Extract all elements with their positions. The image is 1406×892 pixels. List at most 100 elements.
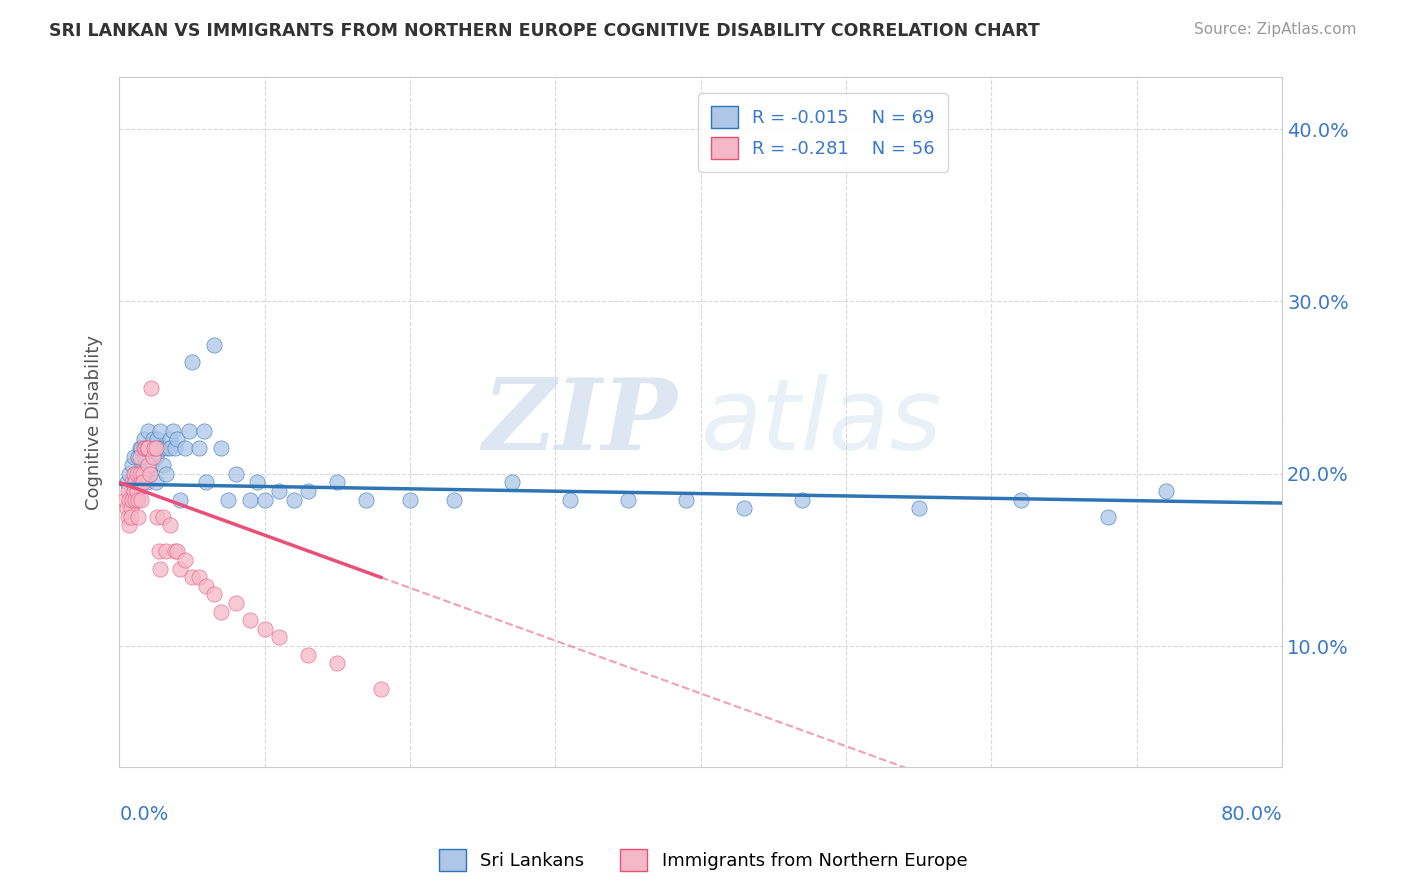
Point xyxy=(121,458,143,472)
Point xyxy=(501,475,523,490)
Point xyxy=(139,467,162,481)
Point xyxy=(399,492,422,507)
Point xyxy=(209,441,232,455)
Point xyxy=(149,424,172,438)
Point xyxy=(617,492,640,507)
Point xyxy=(166,544,188,558)
Point xyxy=(138,441,160,455)
Point xyxy=(120,483,142,498)
Point xyxy=(159,432,181,446)
Point xyxy=(134,467,156,481)
Point xyxy=(209,605,232,619)
Point xyxy=(675,492,697,507)
Point xyxy=(202,337,225,351)
Point xyxy=(131,475,153,490)
Point xyxy=(120,501,142,516)
Point xyxy=(146,432,169,446)
Point xyxy=(269,483,291,498)
Point xyxy=(132,432,155,446)
Point xyxy=(162,424,184,438)
Legend: R = -0.015    N = 69, R = -0.281    N = 56: R = -0.015 N = 69, R = -0.281 N = 56 xyxy=(699,94,948,172)
Point xyxy=(139,467,162,481)
Point xyxy=(120,509,142,524)
Point xyxy=(155,544,177,558)
Point xyxy=(156,441,179,455)
Point xyxy=(128,441,150,455)
Point xyxy=(122,475,145,490)
Point xyxy=(122,450,145,464)
Point xyxy=(127,475,149,490)
Point xyxy=(118,518,141,533)
Point xyxy=(181,355,204,369)
Point xyxy=(152,458,174,472)
Text: SRI LANKAN VS IMMIGRANTS FROM NORTHERN EUROPE COGNITIVE DISABILITY CORRELATION C: SRI LANKAN VS IMMIGRANTS FROM NORTHERN E… xyxy=(49,22,1040,40)
Point xyxy=(124,467,146,481)
Point xyxy=(134,450,156,464)
Point xyxy=(326,475,349,490)
Point xyxy=(127,450,149,464)
Point xyxy=(127,492,149,507)
Point xyxy=(177,424,200,438)
Point xyxy=(193,424,215,438)
Point xyxy=(907,501,929,516)
Point xyxy=(239,613,262,627)
Point xyxy=(129,441,152,455)
Point xyxy=(121,492,143,507)
Text: Source: ZipAtlas.com: Source: ZipAtlas.com xyxy=(1194,22,1357,37)
Point xyxy=(125,492,148,507)
Point xyxy=(129,492,152,507)
Point xyxy=(117,483,139,498)
Point xyxy=(225,467,247,481)
Point xyxy=(253,492,276,507)
Point xyxy=(124,492,146,507)
Point xyxy=(297,648,319,662)
Point xyxy=(163,441,186,455)
Y-axis label: Cognitive Disability: Cognitive Disability xyxy=(86,334,103,509)
Point xyxy=(792,492,814,507)
Point xyxy=(138,458,160,472)
Point xyxy=(163,544,186,558)
Point xyxy=(188,441,211,455)
Point xyxy=(326,657,349,671)
Point xyxy=(128,467,150,481)
Point xyxy=(239,492,262,507)
Point xyxy=(297,483,319,498)
Point xyxy=(141,381,163,395)
Point xyxy=(148,544,170,558)
Point xyxy=(152,441,174,455)
Point xyxy=(195,475,218,490)
Text: ZIP: ZIP xyxy=(482,374,678,470)
Point xyxy=(124,475,146,490)
Point xyxy=(253,622,276,636)
Point xyxy=(117,509,139,524)
Point xyxy=(188,570,211,584)
Point xyxy=(195,579,218,593)
Point xyxy=(141,458,163,472)
Point xyxy=(443,492,465,507)
Point xyxy=(131,467,153,481)
Point xyxy=(217,492,239,507)
Point xyxy=(128,450,150,464)
Point xyxy=(114,492,136,507)
Text: 0.0%: 0.0% xyxy=(120,805,169,823)
Point xyxy=(142,432,165,446)
Point xyxy=(125,467,148,481)
Point xyxy=(1097,509,1119,524)
Point xyxy=(155,467,177,481)
Point xyxy=(142,450,165,464)
Point xyxy=(122,483,145,498)
Point xyxy=(122,467,145,481)
Point xyxy=(246,475,269,490)
Point xyxy=(134,441,156,455)
Point xyxy=(269,631,291,645)
Point xyxy=(138,424,160,438)
Point xyxy=(118,492,141,507)
Point xyxy=(115,501,138,516)
Point xyxy=(202,587,225,601)
Point xyxy=(356,492,378,507)
Point xyxy=(173,441,195,455)
Point xyxy=(118,467,141,481)
Point xyxy=(225,596,247,610)
Point xyxy=(283,492,305,507)
Point xyxy=(145,450,167,464)
